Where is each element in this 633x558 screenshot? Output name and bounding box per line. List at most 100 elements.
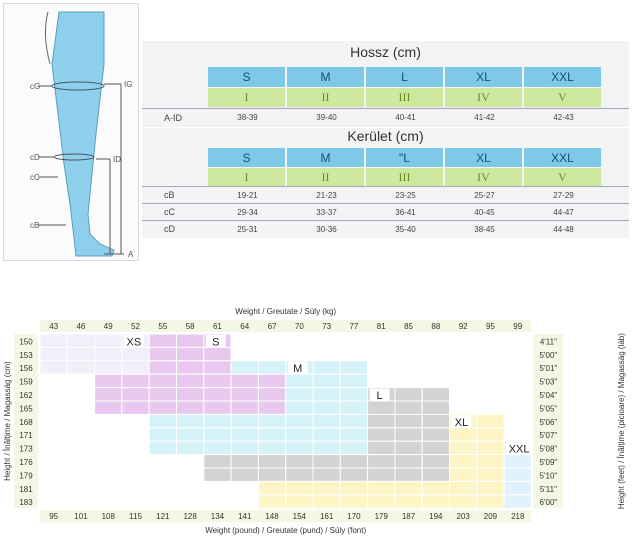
weight-kg-tick: 73: [322, 322, 331, 331]
zone-cell: [39, 360, 68, 375]
circ-cell: 44-48: [553, 224, 574, 234]
length-cell: 38-39: [237, 113, 258, 122]
zone-cell: [176, 333, 205, 348]
zone-cell: [230, 373, 259, 389]
height-ft-tick: 4'11": [540, 337, 557, 346]
zone-cell: [503, 494, 532, 509]
weight-lb-tick: 108: [102, 512, 116, 521]
zone-cell: [339, 427, 369, 442]
length-roman-1: I: [208, 88, 287, 107]
length-cell: 41-42: [474, 113, 495, 122]
weight-kg-tick: 43: [49, 322, 58, 331]
circ-cell: 27-29: [553, 190, 574, 200]
zone-cell: [285, 454, 314, 469]
size-chart-svg: XS S M L XL XXL 43 46 49 52 55 58 61 64 67 70 73 77 81 85 88…: [3, 307, 626, 535]
zone-cell: [230, 440, 259, 456]
zone-cell: [421, 427, 451, 442]
weight-kg-tick: 55: [158, 322, 167, 331]
zone-cell: [421, 400, 451, 415]
zone-cell: [476, 494, 505, 509]
top-axis-band: [40, 320, 532, 332]
length-size-xxl: XXL: [524, 67, 603, 87]
zone-cell: [476, 467, 505, 482]
zone-cell: [367, 413, 396, 429]
height-cm-tick: 168: [19, 418, 33, 427]
zone-cell: [148, 387, 177, 402]
weight-kg-tick: 46: [76, 322, 85, 331]
zone-cell: [367, 400, 396, 415]
height-ft-tick: 5'03": [540, 378, 558, 387]
zone-cell: [285, 387, 314, 402]
zone-cell: [176, 413, 205, 429]
weight-kg-tick: 64: [240, 322, 249, 331]
zone-label-box: [451, 415, 472, 428]
zone-cell: [257, 467, 287, 482]
circ-cell: 38-45: [474, 224, 495, 234]
zone-cell: [312, 413, 341, 429]
circumference-table: Kerület (cm) S M "L XL XXL I II III IV V…: [142, 128, 629, 238]
zone-cell: [394, 400, 423, 415]
zone-cell: [203, 427, 232, 442]
height-ft-tick: 5'11": [540, 485, 557, 494]
circ-cell: 36-41: [395, 207, 416, 217]
zone-cell: [367, 440, 396, 456]
zone-cell: [503, 480, 532, 496]
height-ft-tick: 5'06": [540, 418, 558, 427]
zone-cell: [203, 440, 232, 456]
zone-cell: [257, 427, 287, 442]
zone-cell: [121, 400, 150, 415]
zone-cell: [285, 373, 314, 389]
zone-cell: [203, 413, 232, 429]
zone-cell: [339, 480, 369, 496]
height-cm-tick: 165: [19, 404, 33, 413]
length-roman-5: V: [524, 88, 603, 107]
height-cm-tick: 176: [19, 458, 33, 467]
zone-label-box: [123, 335, 144, 348]
height-cm-tick: 171: [19, 431, 33, 440]
length-cell: 42-43: [553, 113, 574, 122]
weight-kg-tick: 85: [404, 322, 413, 331]
circ-row-label: cB: [164, 190, 175, 200]
length-row-label: A-ID: [164, 112, 182, 123]
zone-cell: [257, 373, 287, 389]
zone-label: XXL: [509, 444, 530, 456]
weight-kg-tick: 99: [513, 322, 522, 331]
length-roman-4: IV: [445, 88, 524, 107]
leg-label-cc: cC: [30, 173, 40, 182]
zone-cell: [339, 494, 369, 509]
zone-cell: [421, 480, 451, 496]
circ-cell: 40-45: [474, 207, 495, 217]
zone-cell: [421, 467, 451, 482]
zone-cell: [203, 387, 232, 402]
circ-cell: 21-23: [316, 190, 337, 200]
circ-cell: 30-36: [316, 224, 337, 234]
zone-cell: [203, 467, 232, 482]
height-ft-tick: 5'04": [540, 391, 558, 400]
zone-cell: [312, 440, 341, 456]
top-axis-title: Weight / Greutate / Súly (kg): [235, 307, 336, 316]
zone-cell: [66, 346, 96, 362]
weight-lb-tick: 128: [183, 512, 197, 521]
zone-cell: [148, 440, 177, 456]
length-cell: 40-41: [395, 113, 416, 122]
zone-cell: [176, 373, 205, 389]
zone-cell: [339, 400, 369, 415]
circ-roman-2: II: [287, 168, 366, 186]
zone-cell: [449, 480, 478, 496]
bottom-axis-title: Weight (pound) / Greutate (pund) / Súly …: [205, 526, 366, 535]
leg-illustration: [38, 11, 124, 257]
zone-cell: [339, 440, 369, 456]
zone-cell: [476, 427, 505, 442]
size-chart: XS S M L XL XXL 43 46 49 52 55 58 61 64 67 70 73 77 81 85 88…: [0, 290, 633, 558]
zone-cell: [312, 467, 341, 482]
zone-cell: [367, 427, 396, 442]
zone-cell: [176, 440, 205, 456]
circumference-table-title: Kerület (cm): [347, 128, 424, 144]
zone-cell: [230, 413, 259, 429]
zone-cell: [312, 373, 341, 389]
zone-cell: [148, 400, 177, 415]
zone-cell: [476, 413, 505, 429]
zone-cell: [257, 400, 287, 415]
weight-kg-tick: 67: [268, 322, 277, 331]
weight-kg-tick: 58: [186, 322, 195, 331]
